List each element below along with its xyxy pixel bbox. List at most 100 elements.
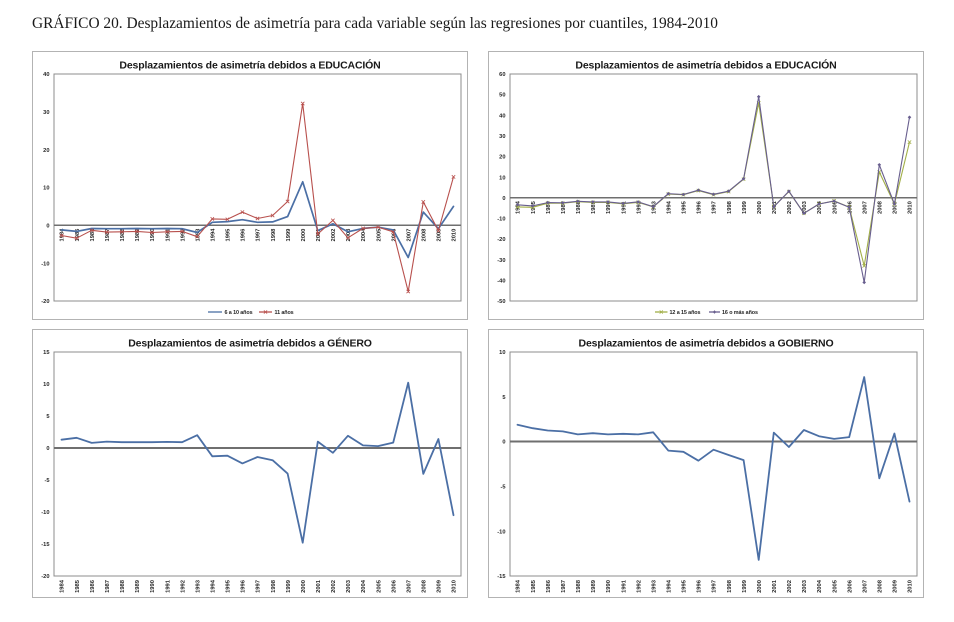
svg-text:1991: 1991 [621,200,627,214]
svg-text:1986: 1986 [546,579,552,593]
svg-text:2004: 2004 [361,579,367,593]
svg-text:2005: 2005 [376,228,382,242]
svg-text:1989: 1989 [591,579,597,593]
svg-text:2010: 2010 [908,580,914,593]
svg-text:0: 0 [502,196,505,202]
svg-text:1989: 1989 [135,228,141,242]
svg-text:2009: 2009 [893,200,899,214]
svg-text:1999: 1999 [742,579,748,593]
svg-text:2003: 2003 [346,579,352,593]
svg-text:1997: 1997 [256,580,262,593]
svg-text:6 a 10 años: 6 a 10 años [225,310,253,316]
svg-text:1990: 1990 [606,580,612,593]
svg-text:10: 10 [43,382,49,388]
svg-text:10: 10 [499,350,505,356]
svg-text:Desplazamientos de asimetría d: Desplazamientos de asimetría debidos a G… [128,336,372,349]
svg-text:2007: 2007 [862,580,868,593]
svg-text:2010: 2010 [908,201,914,214]
svg-text:2007: 2007 [862,201,868,214]
svg-text:2007: 2007 [406,580,412,593]
svg-text:2000: 2000 [301,229,307,242]
svg-text:2006: 2006 [391,579,397,593]
svg-text:1991: 1991 [621,579,627,593]
svg-text:1996: 1996 [241,579,247,593]
svg-text:1985: 1985 [531,579,537,593]
svg-text:0: 0 [46,223,49,229]
svg-text:11 años: 11 años [275,310,294,316]
svg-text:2004: 2004 [817,200,823,214]
svg-text:2003: 2003 [346,228,352,242]
svg-text:1985: 1985 [75,228,81,242]
svg-text:2008: 2008 [878,200,884,214]
svg-text:2008: 2008 [422,579,428,593]
svg-text:1986: 1986 [546,200,552,214]
svg-text:1992: 1992 [180,580,186,593]
svg-text:1988: 1988 [576,579,582,593]
svg-text:2009: 2009 [437,579,443,593]
svg-text:1994: 1994 [667,200,673,214]
svg-text:2002: 2002 [787,580,793,593]
svg-text:5: 5 [502,395,505,401]
svg-text:2003: 2003 [802,200,808,214]
svg-text:1986: 1986 [90,228,96,242]
svg-text:30: 30 [43,110,49,116]
svg-text:2001: 2001 [772,579,778,593]
svg-text:2002: 2002 [331,229,337,242]
svg-text:2006: 2006 [847,579,853,593]
svg-text:1989: 1989 [591,200,597,214]
svg-text:1993: 1993 [651,579,657,593]
svg-text:-15: -15 [41,542,49,548]
svg-text:1988: 1988 [576,200,582,214]
svg-text:1994: 1994 [211,579,217,593]
svg-text:1990: 1990 [606,201,612,214]
svg-text:2009: 2009 [437,228,443,242]
svg-text:2002: 2002 [787,201,793,214]
svg-text:1988: 1988 [120,228,126,242]
svg-text:2010: 2010 [452,229,458,242]
svg-text:1999: 1999 [742,200,748,214]
svg-text:1990: 1990 [150,580,156,593]
svg-text:1995: 1995 [682,579,688,593]
svg-text:Desplazamientos de asimetría d: Desplazamientos de asimetría debidos a G… [579,337,834,349]
svg-text:16 o más años: 16 o más años [722,310,758,316]
svg-text:-30: -30 [497,258,505,264]
svg-text:-15: -15 [497,574,505,580]
svg-text:1984: 1984 [60,579,66,593]
svg-text:40: 40 [499,113,505,119]
svg-text:1984: 1984 [516,579,522,593]
svg-text:1996: 1996 [241,228,247,242]
svg-text:1998: 1998 [727,579,733,593]
svg-text:10: 10 [43,186,49,192]
svg-text:2005: 2005 [832,579,838,593]
svg-text:-10: -10 [497,529,505,535]
svg-text:0: 0 [502,440,505,446]
svg-text:12 a 15 años: 12 a 15 años [670,310,701,316]
svg-text:-10: -10 [41,510,49,516]
svg-text:1987: 1987 [561,580,567,593]
svg-text:15: 15 [43,350,49,356]
svg-text:1989: 1989 [135,579,141,593]
svg-text:50: 50 [499,93,505,99]
svg-text:2005: 2005 [832,200,838,214]
svg-text:2000: 2000 [301,580,307,593]
svg-text:1997: 1997 [256,229,262,242]
svg-text:2007: 2007 [406,229,412,242]
svg-text:1988: 1988 [120,579,126,593]
svg-text:-10: -10 [497,217,505,223]
svg-text:-5: -5 [44,478,49,484]
svg-text:0: 0 [46,446,49,452]
svg-text:1990: 1990 [150,229,156,242]
svg-text:20: 20 [43,148,49,154]
svg-text:1998: 1998 [271,228,277,242]
svg-text:1997: 1997 [712,201,718,214]
svg-text:-5: -5 [500,485,505,491]
svg-text:Desplazamientos de asimetría d: Desplazamientos de asimetría debidos a E… [575,58,836,71]
svg-text:1994: 1994 [667,579,673,593]
svg-text:-20: -20 [41,574,49,580]
svg-text:2008: 2008 [878,579,884,593]
svg-text:1995: 1995 [226,228,232,242]
svg-text:1985: 1985 [75,579,81,593]
svg-text:-50: -50 [497,299,505,305]
svg-text:2002: 2002 [331,580,337,593]
svg-text:1991: 1991 [165,579,171,593]
